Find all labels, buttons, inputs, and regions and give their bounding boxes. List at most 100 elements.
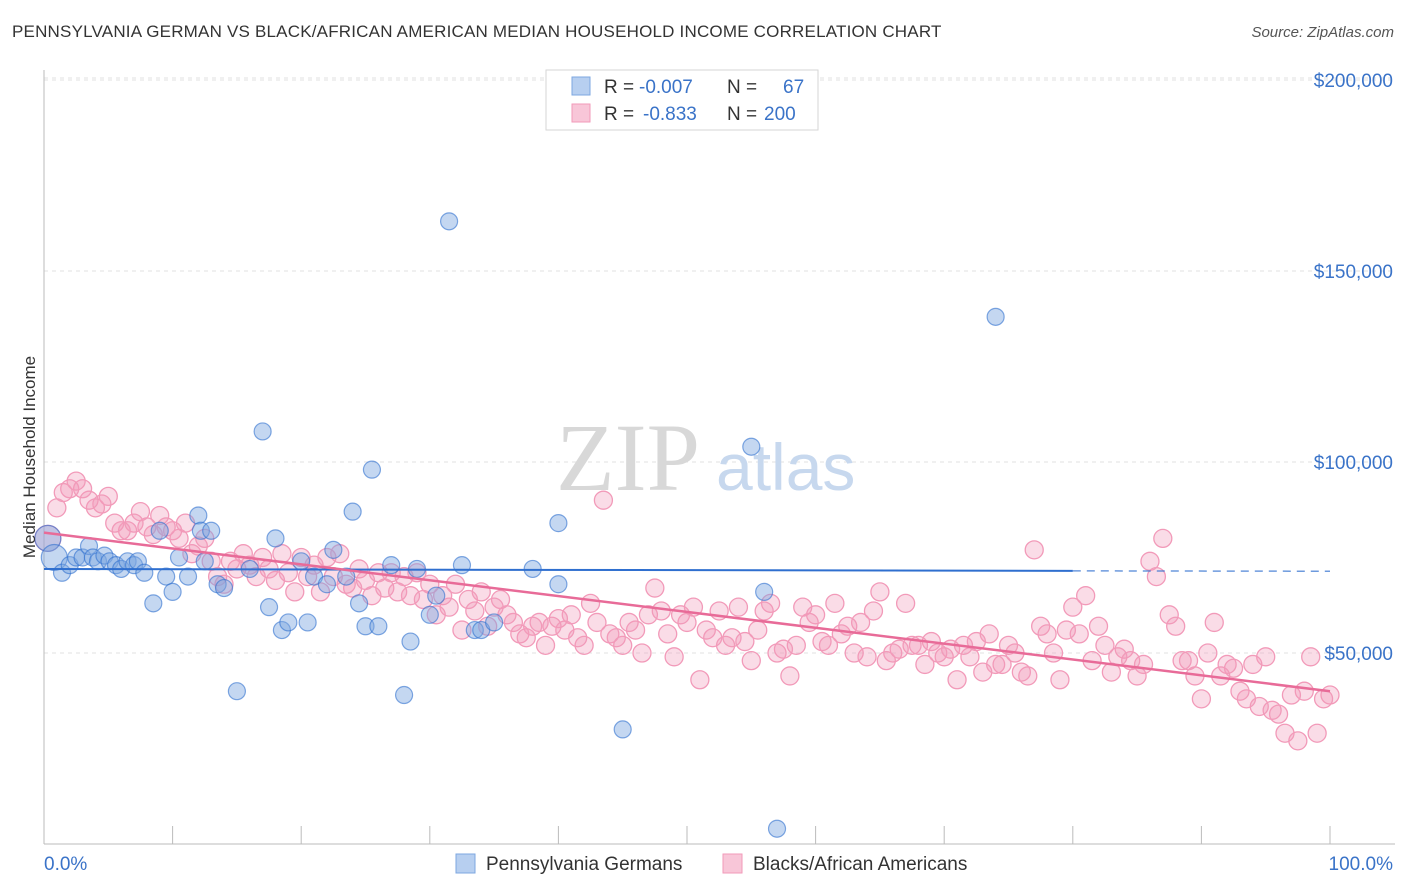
blue-point [292,552,311,571]
watermark: ZIP atlas [556,404,855,511]
blue-point [227,682,246,701]
blue-point [73,548,92,567]
pink-point [516,628,536,648]
pink-point [1294,681,1314,701]
legend-bottom-blue-label: Pennsylvania Germans [486,854,682,875]
blue-point [986,307,1005,326]
blue-point [401,632,420,651]
y-tick-labels: $50,000 $100,000 $150,000 $200,000 [1314,71,1393,665]
pink-point [658,624,678,644]
legend-blue-r-label: R = [604,77,634,98]
blue-point [191,521,210,540]
legend-stats: R = -0.007 N = 67 R = -0.833 N = 200 [545,69,819,131]
pink-point [651,601,671,621]
blue-point [298,613,317,632]
pink-point [98,486,118,507]
y-axis-label: Median Household Income [20,356,39,558]
pink-point [561,605,581,625]
pink-point [863,601,884,621]
pink-point [1095,635,1115,656]
pink-point [645,578,665,598]
blue-point [214,578,234,598]
blue-point [613,720,632,739]
blue-point [356,617,375,636]
pink-point [619,612,639,633]
pink-point [1288,731,1308,751]
legend-blue-n-label: N = [727,77,757,98]
pink-point [805,605,826,625]
pink-point [825,593,845,613]
pink-point [1024,540,1044,560]
blue-point [369,617,388,636]
pink-point [1256,647,1276,667]
blue-point [157,567,176,586]
pink-point [1031,616,1051,636]
pink-point [1191,689,1212,709]
pink-point [985,654,1006,675]
legend-pink-swatch [571,103,591,123]
pink-point [754,601,774,621]
pink-point [1301,647,1321,667]
pink-point [934,647,954,667]
legend-blue-swatch [571,76,591,96]
pink-point [1268,704,1289,724]
pink-point [535,635,556,656]
pink-point [1223,658,1244,678]
blue-point [259,598,279,617]
blue-point [317,575,337,594]
pink-point [947,670,967,690]
pink-point [606,628,626,648]
pink-point [117,521,138,541]
blue-point [279,613,298,632]
pink-point [850,612,871,633]
pink-point [1159,605,1179,625]
pink-point [1230,681,1250,701]
blue-point [485,613,504,632]
pink-point [632,643,652,663]
pink-point [1114,639,1134,659]
blue-trend-line [43,567,1073,572]
blue-point [266,529,285,548]
pink-point [150,505,170,526]
legend-blue-n-value: 67 [783,77,804,98]
pink-point [760,593,781,613]
pink-point [979,624,999,644]
pink-point [690,670,710,690]
pink-point [870,582,890,602]
pink-point [1153,528,1173,549]
y-tick-label: $150,000 [1314,262,1393,283]
x-tick-labels: 0.0% 100.0% [44,854,1393,875]
pink-point [574,635,594,656]
chart-source: Source: ZipAtlas.com [1251,24,1394,41]
blue-point [150,521,169,540]
legend-blue-r-value: -0.007 [639,77,693,98]
pink-point [568,628,588,648]
pink-point [207,566,228,587]
watermark-atlas: atlas [716,430,855,504]
blue-point [189,506,208,525]
y-tick-label: $50,000 [1324,644,1393,665]
pink-point [587,612,607,633]
legend-bottom-blue-swatch [455,853,476,874]
legend-series: Pennsylvania Germans Blacks/African Amer… [455,853,967,875]
pink-point [1063,597,1083,617]
pink-point [1088,616,1109,636]
pink-point [285,582,305,602]
pink-point [992,654,1012,675]
blue-point [755,582,774,601]
pink-point [1133,654,1154,675]
pink-point [1146,566,1167,587]
pink-point [433,586,453,606]
pink-point [741,650,761,671]
series-blacks-points [34,471,1340,751]
pink-point [1043,643,1064,663]
blue-point [362,460,382,479]
blue-point [324,540,343,559]
pink-point [72,479,93,499]
pink-point [786,635,806,656]
pink-point [1172,650,1192,671]
pink-point [1320,685,1340,705]
blue-point [549,514,568,533]
blue-point [178,567,198,586]
